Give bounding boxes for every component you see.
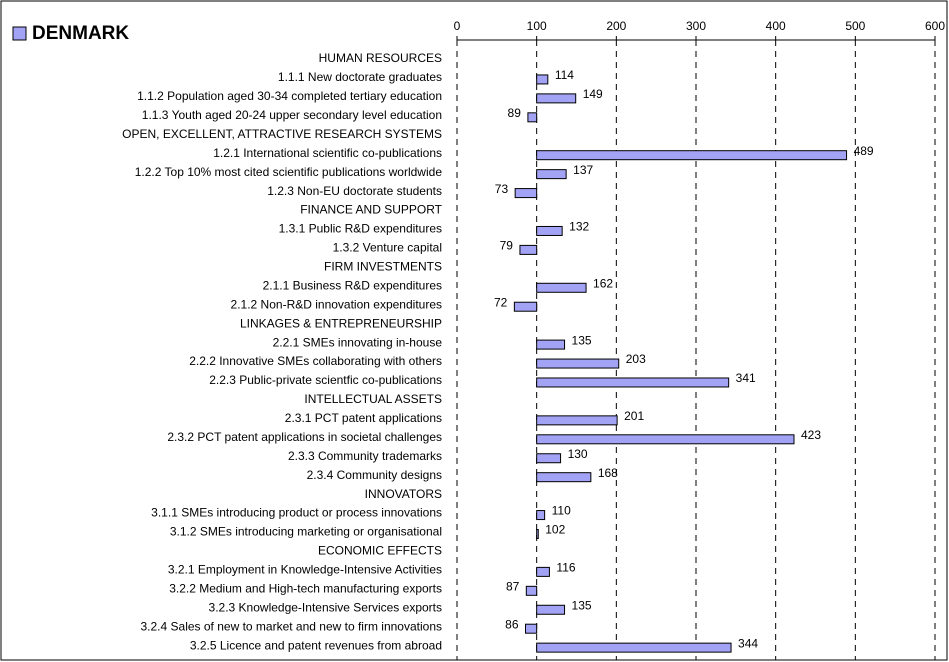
x-tick-label: 400 [766,19,786,33]
value-label: 137 [573,163,593,177]
bar [536,150,848,161]
bar [536,225,563,236]
bar [536,415,618,426]
bar [536,339,566,350]
category-label: 1.3.2 Venture capital [333,241,442,255]
category-label: OPEN, EXCELLENT, ATTRACTIVE RESEARCH SYS… [122,127,442,141]
category-label: 2.1.1 Business R&D expenditures [263,278,442,292]
value-label: 130 [568,447,588,461]
category-label: 3.2.1 Employment in Knowledge-Intensive … [168,563,442,577]
value-label: 102 [545,523,565,537]
bar [513,301,538,312]
category-label: 3.2.2 Medium and High-tech manufacturing… [169,581,442,595]
category-label: 1.2.1 International scientific co-public… [213,146,442,160]
chart-title: DENMARK [32,23,129,44]
value-label: 201 [624,409,644,423]
category-label: 1.2.2 Top 10% most cited scientific publ… [135,165,443,179]
category-label: INTELLECTUAL ASSETS [304,392,442,406]
x-tick-label: 600 [925,19,945,33]
category-label: 1.1.2 Population aged 30-34 completed te… [137,89,442,103]
x-tick-label: 0 [454,19,461,33]
value-label: 110 [552,504,571,518]
value-label: 116 [556,561,575,575]
bar [536,377,730,388]
x-tick-label: 200 [606,19,626,33]
x-tick-label: 500 [845,19,865,33]
category-label: 2.3.1 PCT patent applications [285,411,442,425]
value-label: 89 [508,106,522,120]
category-label: 1.3.1 Public R&D expenditures [279,222,442,236]
category-label: 1.1.3 Youth aged 20-24 upper secondary l… [142,108,442,122]
category-label: 1.2.3 Non-EU doctorate students [267,184,442,198]
value-label: 73 [495,182,509,196]
bar [536,169,567,180]
category-label: ECONOMIC EFFECTS [318,544,442,558]
bar [536,434,795,445]
category-label: 3.2.4 Sales of new to market and new to … [141,619,443,633]
category-label: 2.3.2 PCT patent applications in societa… [167,430,442,444]
value-label: 168 [598,466,618,480]
value-label: 344 [738,636,758,650]
bar [536,453,562,464]
bar [536,472,592,483]
value-label: 132 [569,220,589,234]
value-label: 423 [801,428,821,442]
category-label: 2.3.4 Community designs [307,468,442,482]
bar [536,510,546,521]
bar [536,529,539,539]
value-label: 72 [494,295,508,309]
value-label: 135 [572,333,592,347]
bar [519,244,538,255]
category-label: 3.2.3 Knowledge-Intensive Services expor… [209,600,442,614]
value-label: 86 [505,617,519,631]
bar [527,112,538,123]
category-label: 3.2.5 Licence and patent revenues from a… [190,638,442,652]
bar [536,282,587,293]
value-label: 79 [500,239,514,253]
category-label: 2.2.1 SMEs innovating in-house [273,335,443,349]
category-label: 1.1.1 New doctorate graduates [278,70,442,84]
bar [536,358,620,369]
category-label: 2.2.3 Public-private scientfic co-public… [209,373,442,387]
value-label: 489 [854,144,874,158]
value-label: 162 [593,276,613,290]
category-label: LINKAGES & ENTREPRENEURSHIP [240,316,442,330]
bar [525,585,538,596]
value-label: 341 [736,371,756,385]
value-label: 149 [583,87,603,101]
category-label: FIRM INVESTMENTS [324,260,442,274]
category-label: 2.1.2 Non-R&D innovation expenditures [231,297,442,311]
x-tick-label: 300 [686,19,706,33]
category-label: 3.1.1 SMEs introducing product or proces… [151,506,442,520]
bar [514,188,538,199]
bar [536,642,732,653]
category-label: 3.1.2 SMEs introducing marketing or orga… [170,525,442,539]
value-label: 87 [506,579,520,593]
bar [536,93,577,104]
category-label: 2.3.3 Community trademarks [288,449,442,463]
value-label: 114 [555,68,574,82]
bar [536,604,566,615]
bar [536,74,549,85]
bar [536,566,550,577]
category-label: INNOVATORS [365,487,442,501]
category-label: HUMAN RESOURCES [319,51,442,65]
bar [525,623,538,634]
value-label: 135 [572,598,592,612]
value-label: 203 [626,352,646,366]
category-label: FINANCE AND SUPPORT [300,203,442,217]
x-tick-label: 100 [527,19,547,33]
legend-swatch [12,26,27,41]
category-label: 2.2.2 Innovative SMEs collaborating with… [189,354,442,368]
